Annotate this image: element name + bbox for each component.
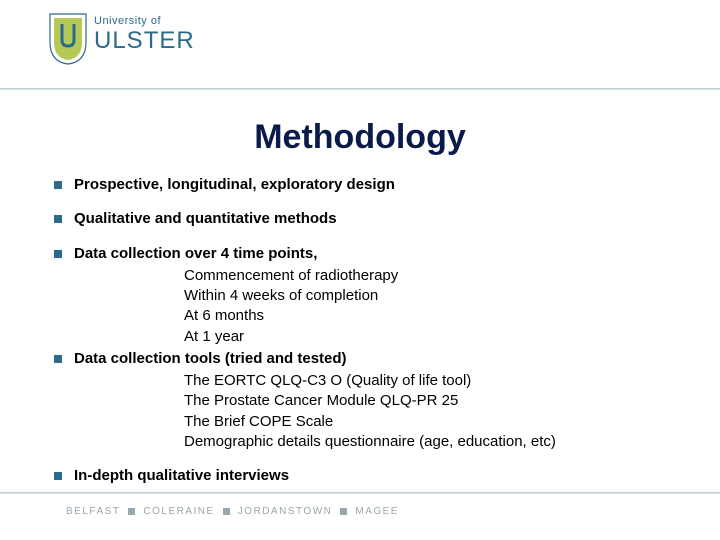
logo-small-text: University of: [94, 16, 195, 27]
sub-item: At 6 months: [54, 306, 666, 326]
campus-name: JORDANSTOWN: [238, 506, 333, 517]
sub-item: The EORTC QLQ-C3 O (Quality of life tool…: [54, 371, 666, 391]
campus-name: MAGEE: [355, 506, 399, 517]
sub-list: The EORTC QLQ-C3 O (Quality of life tool…: [54, 371, 666, 452]
bullet-text: Data collection tools (tried and tested): [74, 349, 347, 369]
bullet-text: In-depth qualitative interviews: [74, 466, 289, 486]
sub-list: Commencement of radiotherapy Within 4 we…: [54, 266, 666, 347]
sub-item: The Prostate Cancer Module QLQ-PR 25: [54, 391, 666, 411]
bullet-text: Data collection over 4 time points,: [74, 244, 317, 264]
campus-name: COLERAINE: [143, 506, 214, 517]
footer: BELFAST COLERAINE JORDANSTOWN MAGEE: [0, 492, 720, 540]
header-divider: [0, 88, 720, 90]
bullet-item: In-depth qualitative interviews: [54, 466, 666, 486]
footer-divider: [0, 492, 720, 494]
slide-content: Prospective, longitudinal, exploratory d…: [0, 175, 720, 486]
campus-name: BELFAST: [66, 506, 120, 517]
header: University of ULSTER: [0, 0, 720, 90]
bullet-text: Prospective, longitudinal, exploratory d…: [74, 175, 395, 195]
separator-square-icon: [223, 508, 230, 515]
sub-item: The Brief COPE Scale: [54, 412, 666, 432]
sub-item: At 1 year: [54, 327, 666, 347]
separator-square-icon: [340, 508, 347, 515]
bullet-item: Prospective, longitudinal, exploratory d…: [54, 175, 666, 195]
university-logo: University of ULSTER: [48, 12, 720, 66]
slide-title: Methodology: [0, 118, 720, 157]
logo-big-text: ULSTER: [94, 29, 195, 53]
bullet-square-icon: [54, 181, 62, 189]
bullet-square-icon: [54, 472, 62, 480]
logo-text: University of ULSTER: [94, 12, 195, 53]
sub-item: Demographic details questionnaire (age, …: [54, 432, 666, 452]
sub-item: Within 4 weeks of completion: [54, 286, 666, 306]
sub-item: Commencement of radiotherapy: [54, 266, 666, 286]
bullet-square-icon: [54, 355, 62, 363]
bullet-item: Data collection over 4 time points,: [54, 244, 666, 264]
bullet-square-icon: [54, 215, 62, 223]
bullet-text: Qualitative and quantitative methods: [74, 209, 337, 229]
logo-shield-icon: [48, 12, 88, 66]
separator-square-icon: [128, 508, 135, 515]
bullet-square-icon: [54, 250, 62, 258]
bullet-item: Data collection tools (tried and tested): [54, 349, 666, 369]
campus-list: BELFAST COLERAINE JORDANSTOWN MAGEE: [66, 506, 399, 517]
bullet-item: Qualitative and quantitative methods: [54, 209, 666, 229]
